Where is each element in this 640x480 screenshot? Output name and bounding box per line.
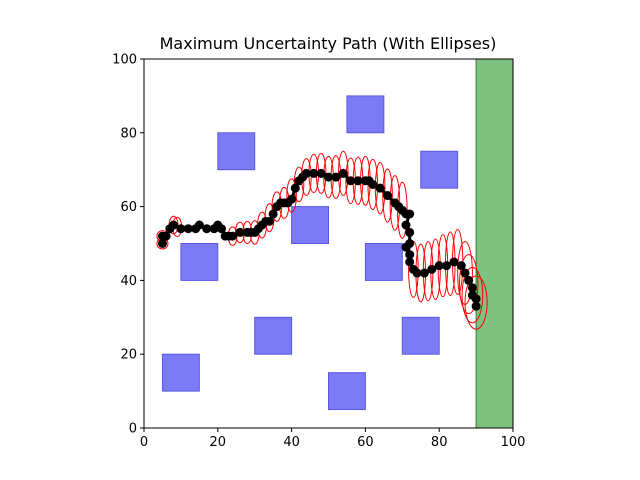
path-point: [183, 224, 193, 234]
plot-content: [156, 59, 513, 428]
path-point: [309, 168, 319, 178]
path-point: [412, 268, 422, 278]
path-point: [405, 257, 415, 267]
x-tick-label: 40: [283, 435, 300, 450]
plot-area: [156, 59, 513, 428]
path-point: [202, 224, 212, 234]
path-point: [331, 172, 341, 182]
path-point: [383, 191, 393, 201]
x-tick-label: 20: [210, 435, 227, 450]
path-point: [176, 224, 186, 234]
path-point: [405, 250, 415, 260]
path-point: [427, 264, 437, 274]
y-tick-label: 0: [129, 422, 137, 437]
y-tick-label: 60: [120, 200, 137, 215]
uncertainty-ellipse: [286, 178, 297, 213]
path-point: [161, 231, 171, 241]
x-tick-label: 80: [431, 435, 448, 450]
path-point: [216, 224, 226, 234]
uncertainty-ellipse: [461, 266, 484, 324]
path-point: [471, 294, 481, 304]
path-point: [401, 220, 411, 230]
obstacle: [420, 150, 459, 189]
path-point: [338, 168, 348, 178]
obstacle: [180, 243, 219, 281]
x-tick-label: 60: [357, 435, 374, 450]
uncertainty-ellipse: [374, 161, 386, 215]
obstacle: [291, 206, 330, 245]
path-point: [264, 216, 274, 226]
path-point: [467, 283, 477, 293]
y-tick-label: 100: [112, 53, 137, 68]
path-point: [401, 242, 411, 252]
path-point: [169, 220, 179, 230]
path-point: [449, 257, 459, 267]
obstacle: [401, 316, 440, 355]
path-point: [346, 176, 356, 186]
path-point: [442, 261, 452, 271]
y-tick-label: 80: [120, 126, 137, 141]
obstacle: [364, 243, 403, 281]
path-point: [228, 231, 238, 241]
uncertainty-ellipse: [464, 275, 488, 330]
path-point: [301, 168, 311, 178]
y-tick-label: 40: [120, 274, 137, 289]
path-point: [405, 227, 415, 237]
path-point: [460, 268, 470, 278]
goal-region: [475, 59, 513, 428]
path-point: [353, 176, 363, 186]
path-point: [268, 209, 278, 219]
path-point: [464, 275, 474, 285]
axes: 0 20 40 60 80 100 0 20 40 60 80 100: [112, 53, 525, 451]
obstacle: [328, 372, 366, 411]
obstacle: [254, 316, 293, 355]
path-point: [375, 183, 385, 193]
path-point: [194, 220, 204, 230]
x-tick-label: 0: [140, 435, 148, 450]
path-point: [405, 209, 415, 219]
path-point: [235, 227, 245, 237]
uncertainty-ellipse: [458, 254, 479, 315]
path-point: [368, 179, 378, 189]
obstacle: [346, 95, 385, 134]
obstacle: [161, 353, 200, 392]
obstacle: [217, 132, 256, 171]
path-point: [471, 301, 481, 311]
path-point: [324, 172, 333, 182]
path-point: [290, 183, 300, 193]
path-point: [434, 261, 444, 271]
path-point: [456, 261, 466, 271]
path-point: [419, 268, 429, 278]
axes-frame: [143, 58, 514, 429]
chart-title: Maximum Uncertainty Path (With Ellipses): [160, 34, 497, 53]
uncertainty-ellipse: [337, 150, 349, 197]
path-point: [316, 168, 326, 178]
path-point: [157, 239, 167, 248]
uncertainty-ellipse: [382, 168, 393, 223]
path-point: [287, 194, 297, 204]
y-tick-label: 20: [120, 348, 137, 363]
x-tick-label: 100: [501, 435, 526, 450]
